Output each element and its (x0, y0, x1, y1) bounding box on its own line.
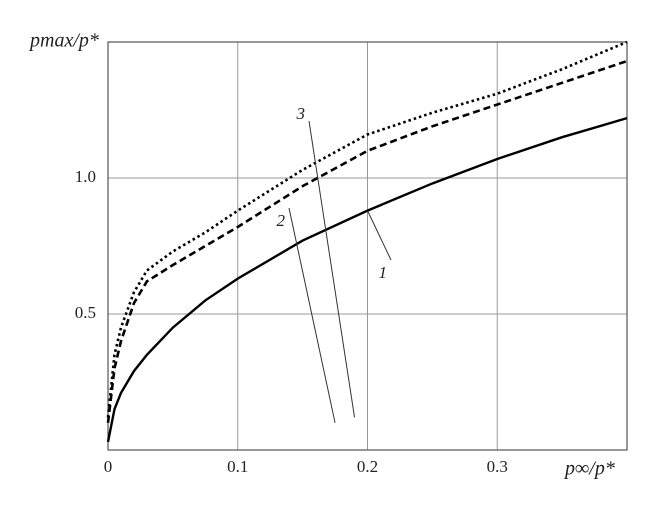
x-tick-label: 0.1 (227, 457, 248, 476)
data-line (106, 40, 628, 418)
leader-line (367, 210, 392, 261)
x-axis-label: p∞/p* (563, 458, 615, 480)
x-tick-label: 0.3 (487, 457, 508, 476)
curve-label: 1 (379, 263, 388, 282)
y-tick-label: 0.5 (75, 303, 96, 322)
plot-frame (107, 41, 628, 451)
data-line (106, 117, 628, 443)
x-tick-label: 0 (104, 457, 113, 476)
data-line (106, 59, 628, 423)
leader-line (308, 120, 356, 418)
curve-label: 3 (296, 104, 306, 123)
curve-label: 2 (277, 211, 286, 230)
y-tick-label: 1.0 (75, 167, 96, 186)
leader-line (288, 207, 336, 423)
y-axis-label: pmax/p* (28, 30, 99, 52)
x-tick-label: 0.2 (357, 457, 378, 476)
